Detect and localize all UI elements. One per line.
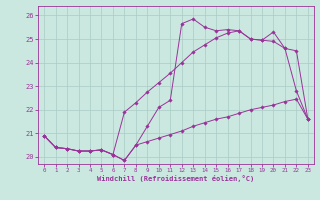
X-axis label: Windchill (Refroidissement éolien,°C): Windchill (Refroidissement éolien,°C) (97, 175, 255, 182)
